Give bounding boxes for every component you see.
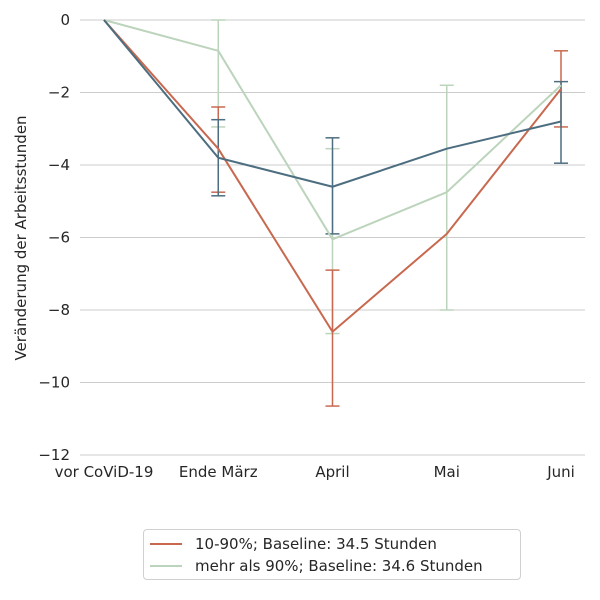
x-tick-label: vor CoViD-19 <box>55 463 154 481</box>
x-tick-label: Mai <box>434 463 460 481</box>
y-tick-label: −6 <box>48 229 70 247</box>
legend-label-over-90: mehr als 90%; Baseline: 34.6 Stunden <box>195 557 483 575</box>
y-tick-label: −10 <box>38 374 70 392</box>
legend-item-10-90: 10-90%; Baseline: 34.5 Stunden <box>150 533 437 555</box>
y-tick-labels: 0 −2 −4 −6 −8 −10 −12 <box>38 11 70 464</box>
y-tick-label: −8 <box>48 301 70 319</box>
series-line <box>103 19 562 333</box>
x-tick-label: Ende März <box>179 463 258 481</box>
y-tick-label: −4 <box>48 156 70 174</box>
y-tick-label: −12 <box>38 446 70 464</box>
legend-swatch-10-90 <box>150 543 182 545</box>
y-tick-label: −2 <box>48 84 70 102</box>
x-tick-label: April <box>315 463 349 481</box>
y-tick-label: 0 <box>60 11 70 29</box>
y-axis-label: Veränderung der Arbeitsstunden <box>12 115 30 360</box>
error-bars <box>211 19 568 407</box>
series-lines <box>103 19 562 333</box>
series-line <box>103 19 562 241</box>
legend-label-10-90: 10-90%; Baseline: 34.5 Stunden <box>195 535 437 553</box>
legend-item-over-90: mehr als 90%; Baseline: 34.6 Stunden <box>150 555 483 577</box>
legend: 10-90%; Baseline: 34.5 Stunden mehr als … <box>143 529 521 580</box>
series-line <box>103 19 562 188</box>
x-tick-label: Juni <box>546 463 575 481</box>
legend-swatch-over-90 <box>150 565 182 567</box>
x-tick-labels: vor CoViD-19 Ende März April Mai Juni <box>55 463 575 481</box>
